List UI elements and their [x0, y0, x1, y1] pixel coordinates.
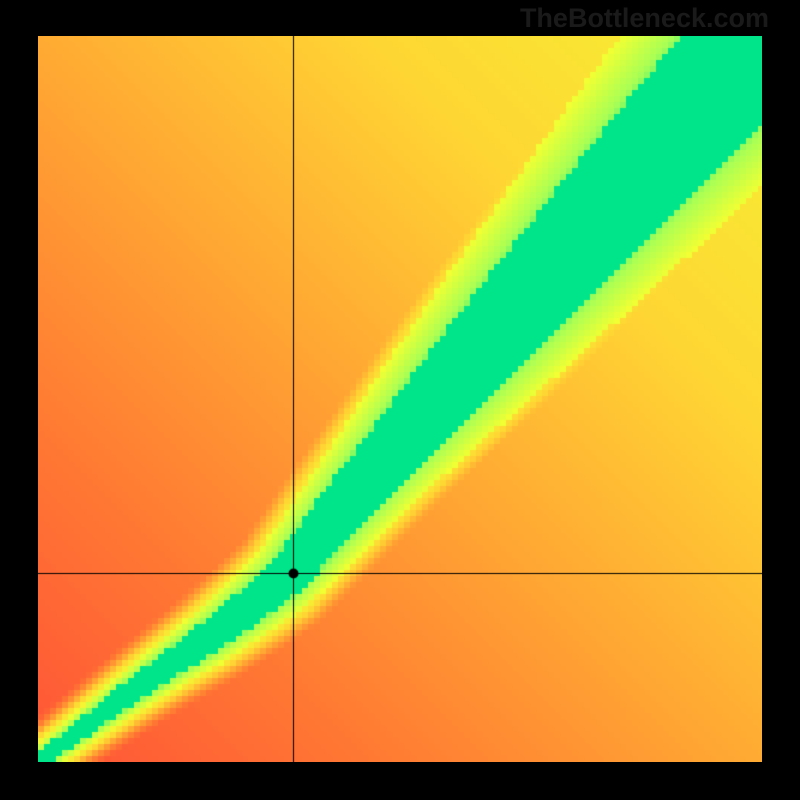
watermark-text: TheBottleneck.com — [520, 3, 769, 34]
bottleneck-heatmap — [38, 36, 762, 762]
chart-container: TheBottleneck.com — [0, 0, 800, 800]
